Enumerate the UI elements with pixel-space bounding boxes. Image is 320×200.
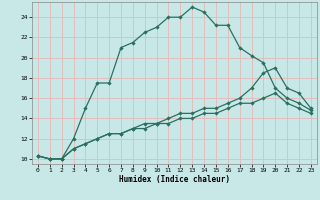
X-axis label: Humidex (Indice chaleur): Humidex (Indice chaleur) bbox=[119, 175, 230, 184]
